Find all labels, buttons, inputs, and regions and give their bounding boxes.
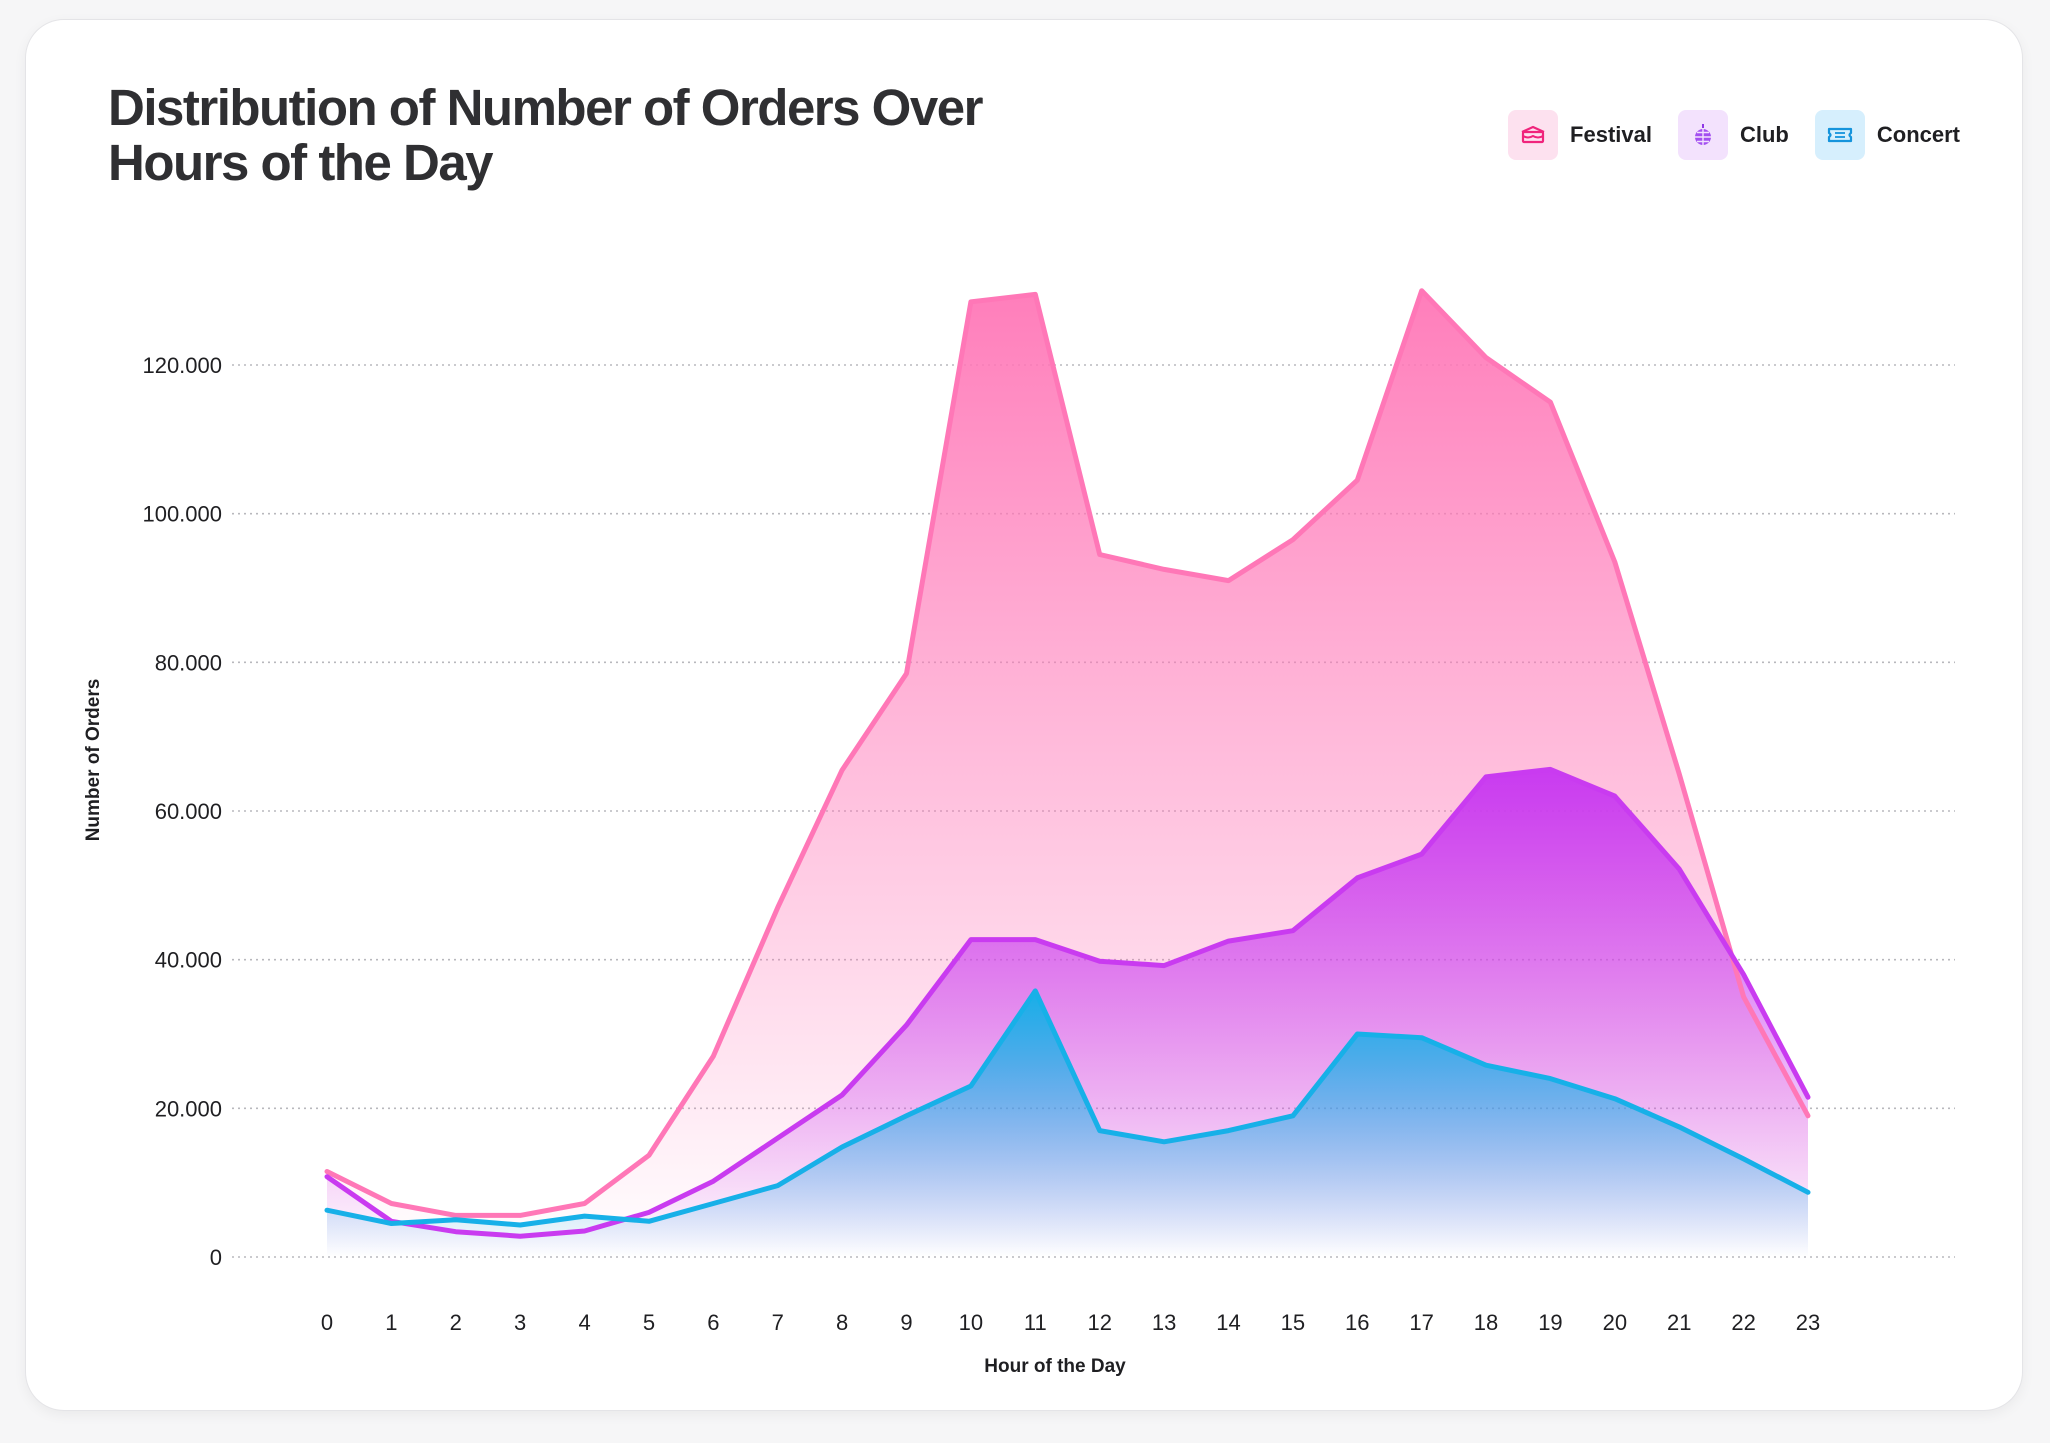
y-tick-label: 20.000: [155, 1096, 222, 1121]
legend-label-club: Club: [1739, 122, 1789, 147]
x-tick-label: 2: [450, 1310, 462, 1335]
tent-icon: [1508, 110, 1559, 160]
area-concert: [327, 990, 1808, 1257]
x-tick-label: 14: [1216, 1310, 1240, 1335]
x-tick-label: 0: [321, 1310, 333, 1335]
y-tick-label: 60.000: [155, 799, 222, 824]
x-tick-label: 12: [1087, 1310, 1111, 1335]
line-club: [324, 766, 1811, 1239]
x-tick-label: 6: [707, 1310, 719, 1335]
x-tick-label: 1: [385, 1310, 397, 1335]
line-festival: [324, 288, 1811, 1218]
x-tick-label: 23: [1796, 1310, 1820, 1335]
y-tick-label: 0: [210, 1245, 222, 1270]
x-tick-label: 17: [1409, 1310, 1433, 1335]
x-tick-label: 13: [1152, 1310, 1176, 1335]
x-tick-label: 18: [1474, 1310, 1498, 1335]
line-concert: [324, 988, 1811, 1228]
y-tick-label: 120.000: [142, 353, 222, 378]
x-tick-label: 9: [900, 1310, 912, 1335]
x-tick-label: 5: [643, 1310, 655, 1335]
chart-title: Distribution of Number of Orders Over Ho…: [108, 79, 983, 191]
y-tick-label: 40.000: [155, 948, 222, 973]
x-tick-label: 10: [959, 1310, 983, 1335]
x-axis-label: Hour of the Day: [984, 1356, 1126, 1377]
legend-label-festival: Festival: [1570, 122, 1652, 147]
legend-label-concert: Concert: [1876, 122, 1960, 147]
legend-item-festival[interactable]: Festival: [1508, 110, 1652, 160]
x-tick-label: 15: [1281, 1310, 1305, 1335]
legend: Festival Club Concert: [1482, 110, 1960, 160]
ticket-icon: [1814, 110, 1865, 160]
x-tick-label: 21: [1667, 1310, 1691, 1335]
x-tick-label: 7: [772, 1310, 784, 1335]
y-axis-label: Number of Orders: [83, 679, 104, 842]
x-tick-label: 19: [1538, 1310, 1562, 1335]
x-tick-label: 11: [1024, 1310, 1047, 1335]
legend-item-club[interactable]: Club: [1677, 110, 1789, 160]
x-tick-label: 3: [514, 1310, 526, 1335]
x-tick-label: 4: [578, 1310, 590, 1335]
disco-ball-icon: [1677, 110, 1728, 160]
y-tick-label: 80.000: [155, 650, 222, 675]
y-tick-label: 100.000: [142, 502, 222, 527]
x-tick-label: 16: [1345, 1310, 1369, 1335]
x-tick-label: 22: [1731, 1310, 1755, 1335]
x-tick-label: 8: [836, 1310, 848, 1335]
x-tick-label: 20: [1603, 1310, 1627, 1335]
legend-item-concert[interactable]: Concert: [1814, 110, 1960, 160]
